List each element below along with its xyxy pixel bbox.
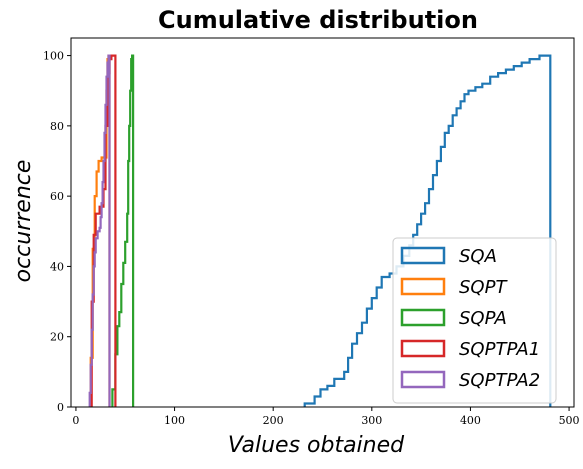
x-tick-label: 400 [460, 414, 481, 427]
legend-label-sqa: SQA [459, 246, 497, 267]
chart-title: Cumulative distribution [158, 6, 478, 34]
series-line-sqa [303, 54, 552, 407]
legend-swatch-sqa [400, 246, 446, 265]
legend-swatch-sqptpa1 [400, 339, 446, 358]
y-axis-label: occurrence [11, 160, 36, 283]
y-tick-label: 40 [50, 260, 64, 273]
x-tick-label: 200 [263, 414, 284, 427]
legend-swatch-sqpa [400, 308, 446, 327]
series-line-sqpa [111, 54, 135, 407]
y-tick-label: 20 [50, 331, 64, 344]
legend-label-sqpt: SQPT [459, 277, 508, 298]
series-line-sqptpa1 [90, 54, 117, 407]
x-tick-label: 500 [559, 414, 580, 427]
y-tick-label: 100 [43, 50, 64, 63]
legend-label-sqptpa1: SQPTPA1 [459, 339, 540, 360]
legend-label-sqpa: SQPA [459, 308, 507, 329]
y-tick-label: 60 [50, 190, 64, 203]
plot-frame [70, 37, 575, 408]
x-tick-label: 100 [164, 414, 185, 427]
x-tick-label: 0 [72, 414, 79, 427]
legend-label-sqptpa2: SQPTPA2 [459, 370, 540, 391]
legend: SQA SQPT SQPA SQPTPA1 SQPTPA2 [392, 237, 557, 404]
y-tick-label: 0 [57, 401, 64, 414]
legend-swatch-sqpt [400, 277, 446, 296]
x-tick-label: 300 [361, 414, 382, 427]
y-tick-label: 80 [50, 120, 64, 133]
axis-ticks: 0 100 200 300 400 500 0 20 40 60 80 100 [43, 50, 580, 427]
series-line-sqptpa2 [88, 54, 111, 407]
legend-swatch-sqptpa2 [400, 370, 446, 389]
x-axis-label: Values obtained [228, 433, 405, 458]
plot-area [88, 54, 552, 407]
